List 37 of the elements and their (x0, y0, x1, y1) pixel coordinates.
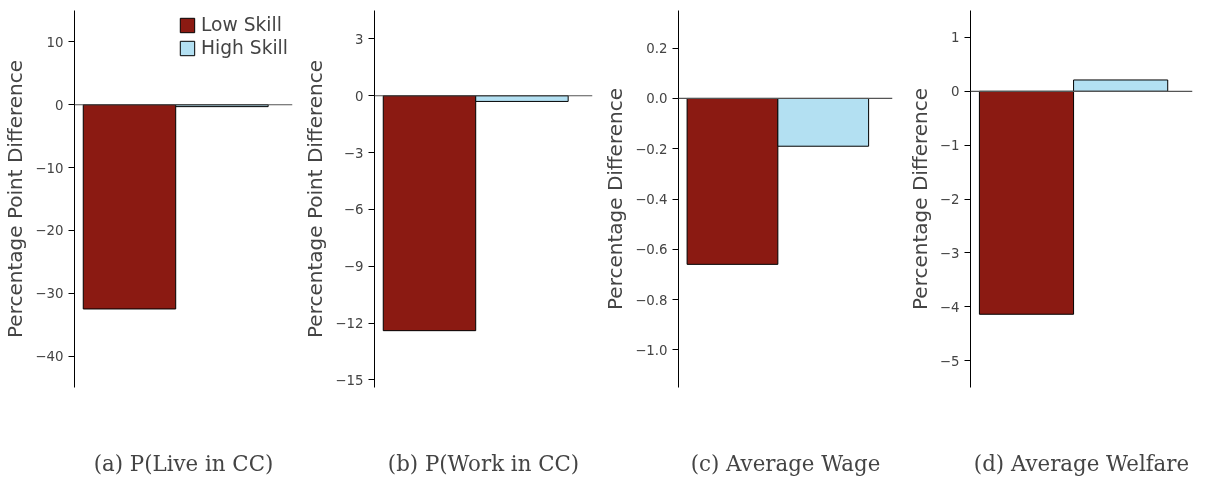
y-tick-label: −30 (35, 286, 64, 302)
y-tick-label: −20 (35, 223, 64, 239)
y-tick-label: −10 (35, 160, 64, 176)
y-tick-label: 3 (355, 31, 364, 47)
y-tick-label: 0 (951, 84, 960, 100)
text: (b) P(Work in CC) (387, 450, 580, 476)
y-axis-title: Percentage Point Difference (303, 59, 328, 338)
y-tick-label: −0.8 (635, 292, 668, 308)
y-tick-label: −4 (939, 299, 960, 315)
y-tick-label: −3 (343, 145, 364, 161)
y-tick-label: −15 (335, 372, 364, 388)
y-tick-label: −0.6 (635, 242, 668, 258)
y-tick-label: 0.2 (646, 41, 668, 57)
y-tick-label: −2 (939, 192, 960, 207)
y-tick-label: −9 (343, 259, 364, 275)
y-tick-label: 0 (355, 88, 364, 104)
y-tick-label: −12 (335, 316, 364, 332)
y-axis-title: Percentage Difference (603, 88, 628, 310)
y-tick-label: −1.0 (635, 342, 668, 358)
y-tick-label: 10 (46, 34, 64, 50)
legend-label: Low Skill (200, 14, 282, 35)
y-tick-label: −3 (939, 245, 960, 261)
y-tick-label: 0 (55, 97, 64, 113)
y-tick-label: −40 (35, 349, 64, 365)
y-tick-label: −0.4 (635, 192, 668, 207)
text: (c) Average Wage (690, 450, 881, 476)
y-tick-label: −6 (343, 202, 364, 218)
y-tick-label: 1 (951, 30, 960, 46)
y-tick-label: 0.0 (646, 91, 668, 107)
text: (d) Average Welfare (973, 450, 1190, 476)
text: (a) P(Live in CC) (93, 450, 274, 476)
y-tick-label: −1 (939, 138, 960, 154)
y-tick-label: −5 (939, 353, 960, 369)
legend-label: High Skill (200, 37, 288, 58)
y-axis-title: Percentage Difference (907, 88, 932, 310)
y-tick-label: −0.2 (635, 141, 668, 157)
y-axis-title: Percentage Point Difference (3, 59, 28, 338)
